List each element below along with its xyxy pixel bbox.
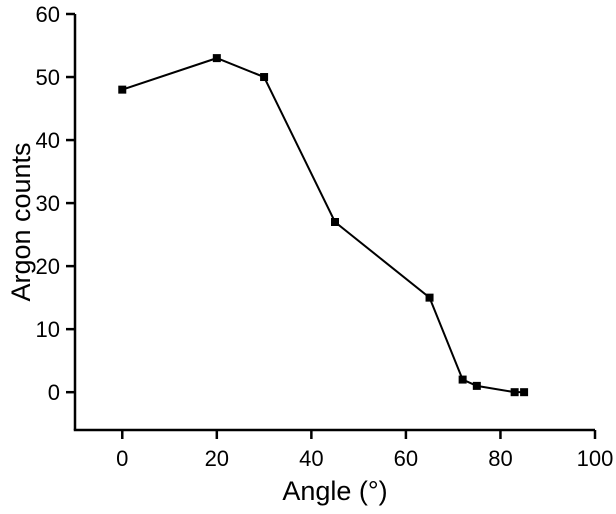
- y-tick-label: 0: [48, 380, 60, 405]
- x-tick-label: 80: [488, 446, 512, 471]
- x-tick-label: 20: [205, 446, 229, 471]
- data-point-marker: [425, 293, 434, 302]
- data-point-marker: [331, 218, 339, 226]
- y-axis-label: Argon counts: [6, 142, 36, 301]
- x-axis-label: Angle (°): [282, 476, 387, 506]
- y-tick-label: 20: [36, 254, 60, 279]
- data-point-marker: [458, 375, 467, 384]
- y-tick-label: 30: [36, 191, 60, 216]
- x-tick-label: 60: [394, 446, 418, 471]
- y-tick-label: 40: [36, 128, 60, 153]
- y-tick-label: 50: [36, 65, 60, 90]
- data-point-marker: [118, 85, 127, 94]
- y-tick-label: 60: [36, 2, 60, 27]
- data-point-marker: [510, 388, 519, 397]
- data-point-marker: [472, 381, 481, 390]
- data-line: [121, 57, 525, 394]
- data-point-marker: [520, 388, 529, 397]
- data-point-marker: [212, 54, 221, 63]
- data-point-marker: [260, 73, 269, 82]
- x-tick-label: 40: [299, 446, 323, 471]
- chart-generated-layer: 0 20 40 60 80 100 0 10 20 30 40 50 60: [36, 2, 614, 471]
- x-tick-label: 0: [116, 446, 128, 471]
- x-tick-label: 100: [577, 446, 614, 471]
- y-tick-label: 10: [36, 317, 60, 342]
